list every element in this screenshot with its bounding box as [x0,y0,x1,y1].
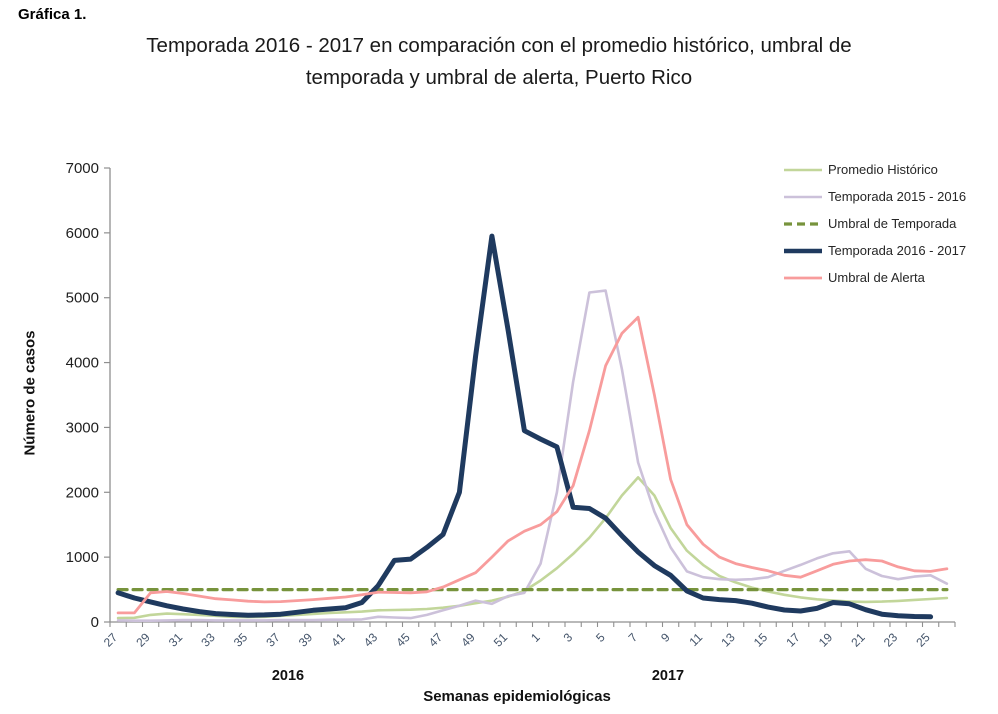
legend-label: Promedio Histórico [828,162,938,177]
legend: Promedio Histórico Temporada 2015 - 2016… [783,156,966,291]
x-tick-label: 9 [658,630,673,645]
x-tick-label: 33 [198,630,218,650]
x-tick-label: 5 [593,630,608,645]
y-tick-label: 4000 [66,355,99,372]
x-tick-label: 39 [296,630,316,650]
y-tick-label: 7000 [66,160,99,177]
legend-swatch-promedio-historico [784,168,822,171]
legend-item-temporada-2016-2017: Temporada 2016 - 2017 [783,237,966,264]
legend-swatch-temporada-2016-2017 [784,248,822,253]
legend-swatch-umbral-de-temporada [784,221,822,226]
x-tick-label: 3 [561,630,576,645]
x-tick-label: 31 [166,630,186,650]
x-tick-label: 37 [263,630,283,650]
legend-swatch-umbral-de-alerta [784,276,822,279]
y-tick-label: 1000 [66,549,99,566]
x-tick-label: 27 [101,630,121,650]
legend-label: Temporada 2015 - 2016 [828,189,967,204]
x-axis-title: Semanas epidemiológicas [423,688,611,705]
x-tick-label: 29 [133,630,153,650]
figure-label: Gráfica 1. [18,6,87,23]
legend-item-umbral-de-temporada: Umbral de Temporada [783,210,966,237]
legend-swatch-temporada-2015-2016 [784,195,822,198]
legend-item-umbral-de-alerta: Umbral de Alerta [783,264,966,291]
x-tick-label: 19 [816,630,836,650]
y-tick-label: 6000 [66,225,99,242]
chart-title-line2: temporada y umbral de alerta, Puerto Ric… [305,66,693,89]
chart-title-line1: Temporada 2016 - 2017 en comparación con… [146,34,852,57]
legend-label: Umbral de Alerta [828,270,925,285]
series-line-umbral-de-alerta [116,315,949,615]
x-tick-label: 7 [626,630,641,645]
x-tick-label: 13 [718,630,738,650]
x-tick-label: 43 [361,630,381,650]
x-tick-label: 11 [687,630,706,649]
y-tick-label: 0 [91,614,99,631]
chart-title: Temporada 2016 - 2017 en comparación con… [0,30,998,94]
x-tick-label: 23 [881,630,901,650]
x-tick-label: 21 [848,630,868,650]
series-line-promedio-historico [116,476,949,620]
legend-item-promedio-historico: Promedio Histórico [783,156,966,183]
y-tick-label: 3000 [66,419,99,436]
x-tick-label: 17 [783,630,803,650]
legend-label: Temporada 2016 - 2017 [828,243,967,258]
x-tick-label: 15 [751,630,771,650]
y-axis-title: Número de casos [21,330,39,456]
x-tick-label: 25 [913,630,933,650]
x-tick-label: 1 [528,630,543,645]
y-tick-label: 5000 [66,290,99,307]
legend-label: Umbral de Temporada [828,216,957,231]
x-tick-label: 35 [231,630,251,650]
series-line-temporada-2016-2017 [115,233,934,620]
x-tick-label: 41 [328,630,348,650]
x-tick-label: 45 [393,630,413,650]
legend-item-temporada-2015-2016: Temporada 2015 - 2016 [783,183,966,210]
x-tick-label: 51 [491,630,511,650]
x-tick-label: 49 [458,630,478,650]
x-tick-label: 47 [426,630,446,650]
y-tick-label: 2000 [66,484,99,501]
year-label-2016: 2016 [271,668,305,684]
year-label-2017: 2017 [651,668,685,684]
series-line-temporada-2015-2016 [116,289,949,623]
